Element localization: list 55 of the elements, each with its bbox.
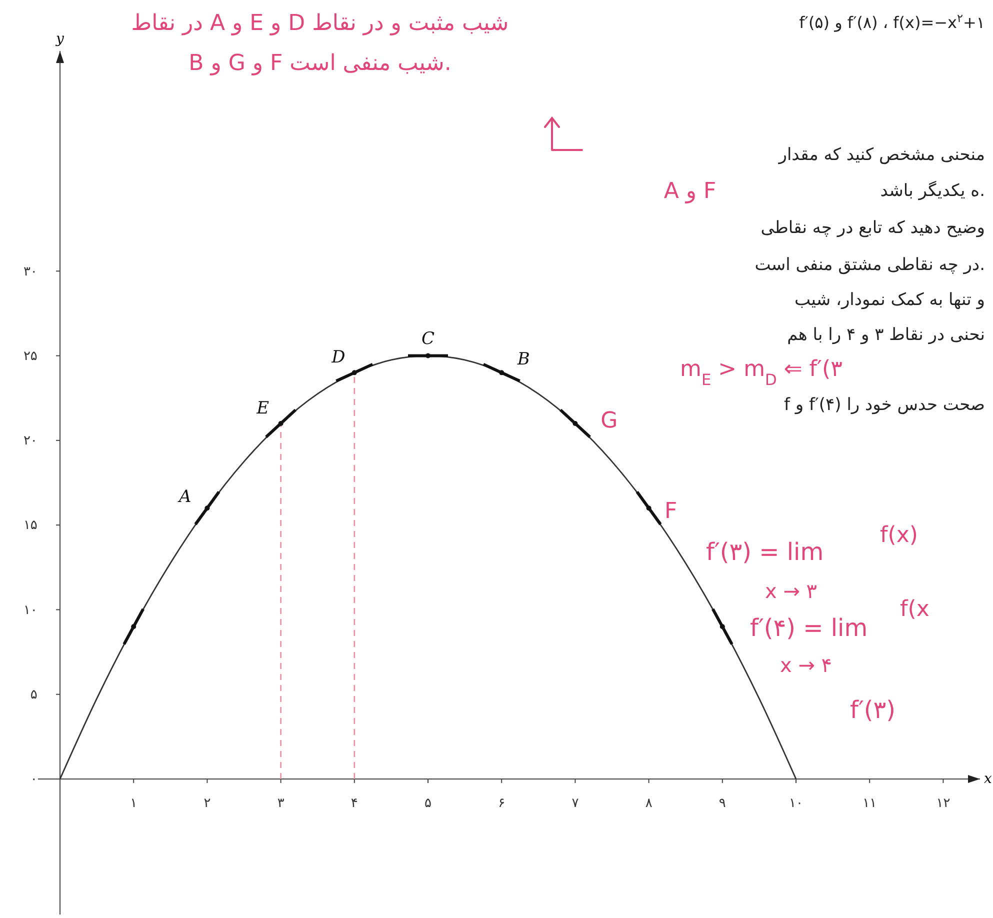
point [131,624,136,630]
point [720,624,725,630]
annotation: f(x) [880,523,918,548]
annotation: E [256,398,270,418]
annotation: و تنها به کمک نمودار، شیب [794,290,985,310]
annotation: C [421,328,435,349]
x-tick-label: ۴ [350,796,358,811]
annotation: A و F [664,179,716,204]
point [426,353,430,358]
y-tick-label: ۰ [30,772,38,788]
x-tick-label: ۶ [498,796,506,811]
x-tick-label: ۸ [645,796,652,811]
x-tick-label: ۳ [277,796,284,811]
x-tick-label: ۱۲ [936,796,950,811]
annotation: در چه نقاطی مشتق منفی است. [754,255,985,275]
y-tick-label: ۱۰ [23,602,38,618]
point [204,506,210,511]
text: f′(۵) و f′(۸) ، f(x)=−x$^{۲}$+۱ [799,12,985,32]
x-tick-label: ۲ [204,796,211,811]
annotation: B [516,350,530,370]
x-tick-label: ۷ [572,796,579,811]
x-tick-label: ۱۱ [862,796,877,811]
point [646,506,652,511]
annotation: f(x [900,597,930,622]
y-tick-label: ۱۵ [23,518,38,534]
x-tick-label: ۵ [424,796,432,811]
annotation: G [600,408,618,434]
annotation: A [177,487,192,508]
annotation: ه یکدیگر باشد. [880,180,985,201]
annotation: x → ۳ [765,579,818,603]
annotation: F [664,499,678,524]
point [352,370,357,376]
annotation: x → ۴ [780,653,832,677]
point [572,420,578,426]
y-tick-label: ۲۰ [23,434,38,449]
x-tick-label: ۱۰ [789,796,803,811]
text: در نقاط A و E و D شیب مثبت و در نقاط [131,11,509,36]
annotation: f′(۳) [850,696,896,724]
x-tick-label: ۱ [130,796,138,811]
point [278,420,284,426]
annotation: وضیح دهید که تابع در چه نقاطی [760,218,985,238]
annotation: منحنی مشخص کنید که مقدار [778,145,985,165]
annotation: D [330,348,346,368]
y-axis-title: y [55,31,66,48]
annotation: f′(۴) = lim [750,614,868,642]
y-tick-label: ۲۵ [23,348,38,364]
point [499,370,504,376]
annotation: f′(۳) = lim [706,538,824,566]
annotation: B و G و F شیب منفی است. [188,51,452,76]
y-tick-label: ۳۰ [23,264,38,280]
annotation: f و f′(۴) صحت حدس خود را [784,395,985,415]
annotation: نحنی در نقاط ۳ و ۴ را با هم [787,325,985,345]
y-tick-label: ۵ [30,688,38,703]
x-tick-label: ۹ [718,796,726,811]
x-axis-title: x [984,771,992,787]
